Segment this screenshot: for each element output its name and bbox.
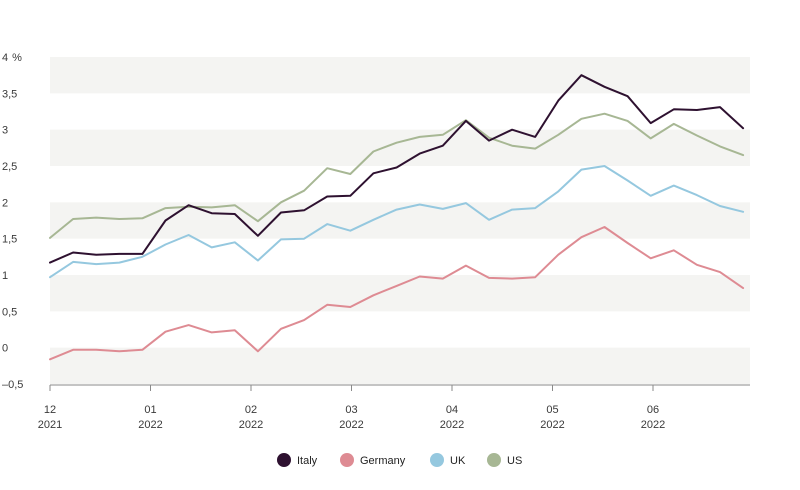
x-tick-month: 01 <box>144 404 156 416</box>
x-tick-year: 2022 <box>138 419 162 431</box>
y-tick-label: –0,5 <box>2 379 23 391</box>
grid-band <box>50 275 750 312</box>
legend-swatch <box>487 453 501 467</box>
legend-label: Germany <box>360 455 406 467</box>
grid-band <box>50 129 750 166</box>
x-tick-month: 02 <box>245 404 257 416</box>
y-tick-label: 1,5 <box>2 234 17 246</box>
y-tick-label: 2 <box>2 197 8 209</box>
y-tick-label: 1 <box>2 270 8 282</box>
x-tick-month: 05 <box>546 404 558 416</box>
grid-band <box>50 57 750 94</box>
legend-item-italy: Italy <box>277 453 318 467</box>
x-tick-month: 12 <box>44 404 56 416</box>
x-tick-year: 2022 <box>440 419 464 431</box>
legend-swatch <box>277 453 291 467</box>
series-line-us <box>49 112 745 239</box>
series-lines <box>49 74 745 361</box>
legend: Italy Germany UK US <box>277 453 522 467</box>
x-tick-month: 04 <box>446 404 458 416</box>
grid-bands <box>50 57 750 384</box>
grid-band <box>50 202 750 239</box>
x-tick-month: 06 <box>647 404 659 416</box>
series-line-italy <box>49 74 745 264</box>
legend-label: Italy <box>297 455 318 467</box>
legend-item-us: US <box>487 453 522 467</box>
legend-item-uk: UK <box>430 453 466 467</box>
y-tick-label: 2,5 <box>2 161 17 173</box>
x-tick-month: 03 <box>345 404 357 416</box>
y-axis: 4 % 3,5 3 2,5 2 1,5 1 0,5 0 –0,5 <box>2 52 23 391</box>
x-tick-year: 2022 <box>339 419 363 431</box>
x-tick-year: 2022 <box>239 419 263 431</box>
y-unit-label: % <box>12 52 22 64</box>
x-tick-year: 2021 <box>38 419 62 431</box>
legend-label: US <box>507 455 522 467</box>
x-tick-year: 2022 <box>641 419 665 431</box>
legend-item-germany: Germany <box>340 453 406 467</box>
x-axis: 12 2021 01 2022 02 2022 03 2022 04 2022 05 2022 06 20… <box>38 384 750 431</box>
y-tick-label: 4% <box>2 52 22 64</box>
y-tick-label: 3 <box>2 125 8 137</box>
grid-band <box>50 347 750 384</box>
series-line-uk <box>49 165 745 279</box>
x-tick-year: 2022 <box>540 419 564 431</box>
legend-swatch <box>340 453 354 467</box>
y-tick-label: 3,5 <box>2 88 17 100</box>
series-line-germany <box>49 226 745 361</box>
legend-swatch <box>430 453 444 467</box>
legend-label: UK <box>450 455 466 467</box>
y-tick-label: 0,5 <box>2 306 17 318</box>
y-tick-label: 0 <box>2 343 8 355</box>
